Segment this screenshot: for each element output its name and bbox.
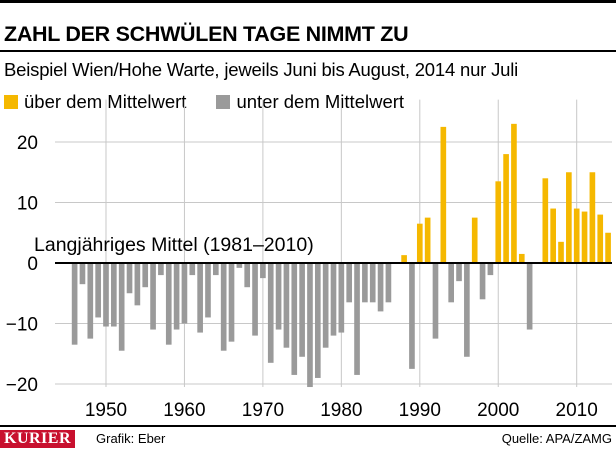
bar-below — [220, 263, 227, 351]
bar-below — [103, 263, 109, 327]
bar-above — [424, 217, 431, 263]
footer-rule — [0, 425, 616, 427]
y-tick-label: 10 — [17, 194, 38, 215]
bar-below — [118, 263, 125, 351]
bar-above — [511, 123, 517, 263]
bar-below — [173, 263, 180, 330]
bar-below — [244, 263, 251, 288]
x-tick-label: 1950 — [85, 400, 127, 421]
y-tick-label: 0 — [27, 254, 38, 275]
bar-above — [573, 208, 580, 263]
bar-above — [495, 181, 502, 263]
x-tick-label: 2000 — [477, 400, 519, 421]
bar-below — [377, 263, 384, 312]
bar-below — [212, 263, 219, 276]
bar-below — [267, 263, 274, 363]
bar-below — [526, 263, 533, 330]
y-tick-label: 20 — [17, 133, 38, 154]
bar-above — [542, 178, 549, 263]
legend-swatch-above — [4, 95, 18, 109]
bar-below — [181, 263, 188, 324]
bar-above — [558, 241, 564, 263]
bar-below — [307, 263, 313, 388]
legend-item-above: über dem Mittelwert — [4, 91, 186, 113]
bar-below — [409, 263, 415, 369]
bar-below — [456, 263, 462, 282]
bar-below — [165, 263, 172, 345]
bar-above — [471, 217, 478, 263]
bar-below — [71, 263, 78, 345]
bar-below — [205, 263, 211, 318]
x-tick-label: 1990 — [399, 400, 441, 421]
reference-label: Langjähriges Mittel (1981–2010) — [34, 234, 314, 256]
bar-above — [597, 214, 604, 263]
bar-below — [369, 263, 376, 303]
bar-below — [385, 263, 392, 303]
legend-label-below: unter dem Mittelwert — [236, 91, 405, 112]
y-tick-label: −20 — [6, 375, 38, 396]
bar-below — [95, 263, 101, 318]
legend: über dem Mittelwert unter dem Mittelwert — [4, 91, 434, 113]
bar-above — [503, 154, 509, 263]
bar-below — [275, 263, 282, 330]
x-tick-label: 1970 — [242, 400, 284, 421]
bar-above — [401, 255, 407, 263]
bar-below — [228, 263, 235, 342]
bar-below — [189, 263, 196, 276]
bar-below — [197, 263, 203, 333]
bar-below — [432, 263, 439, 339]
graphic-credit: Grafik: Eber — [96, 431, 166, 446]
bar-above — [440, 126, 447, 263]
bar-below — [338, 263, 345, 333]
bar-above — [589, 172, 596, 263]
bar-below — [111, 263, 117, 327]
bar-below — [354, 263, 360, 375]
bar-below — [487, 263, 494, 276]
title-rule — [0, 50, 616, 52]
bar-below — [283, 263, 290, 348]
y-tick-label: −10 — [6, 315, 38, 336]
bar-below — [330, 263, 337, 336]
bar-below — [134, 263, 141, 306]
bar-above — [566, 172, 572, 263]
kurier-logo: KURIER — [0, 430, 76, 448]
x-tick-label: 1960 — [163, 400, 205, 421]
bar-below — [346, 263, 353, 303]
bar-below — [236, 263, 243, 268]
bar-below — [158, 263, 164, 276]
footer: KURIER Grafik: Eber Quelle: APA/ZAMG — [0, 428, 616, 450]
bar-below — [252, 263, 258, 336]
bar-below — [126, 263, 133, 294]
data-source: Quelle: APA/ZAMG — [501, 431, 612, 446]
bar-below — [299, 263, 305, 357]
chart-title: ZAHL DER SCHWÜLEN TAGE NIMMT ZU — [4, 22, 409, 46]
bar-below — [464, 263, 470, 357]
bar-below — [87, 263, 94, 339]
legend-item-below: unter dem Mittelwert — [216, 91, 404, 113]
bar-below — [314, 263, 321, 378]
bar-below — [142, 263, 149, 288]
legend-swatch-below — [216, 95, 231, 109]
bar-below — [322, 263, 329, 348]
bar-below — [291, 263, 298, 375]
legend-label-above: über dem Mittelwert — [24, 91, 187, 112]
bar-below — [448, 263, 455, 303]
x-tick-label: 2010 — [556, 400, 598, 421]
x-tick-label: 1980 — [320, 400, 362, 421]
bar-above — [416, 223, 423, 263]
bar-below — [79, 263, 86, 285]
bar-below — [260, 263, 266, 279]
bar-below — [362, 263, 368, 303]
bar-below — [150, 263, 156, 330]
bar-above — [605, 232, 611, 263]
bar-below — [479, 263, 486, 300]
bar-above — [581, 211, 588, 263]
bar-above — [518, 253, 525, 263]
top-rule — [0, 0, 616, 3]
chart-subtitle: Beispiel Wien/Hohe Warte, jeweils Juni b… — [4, 59, 519, 80]
bar-above — [550, 208, 556, 263]
